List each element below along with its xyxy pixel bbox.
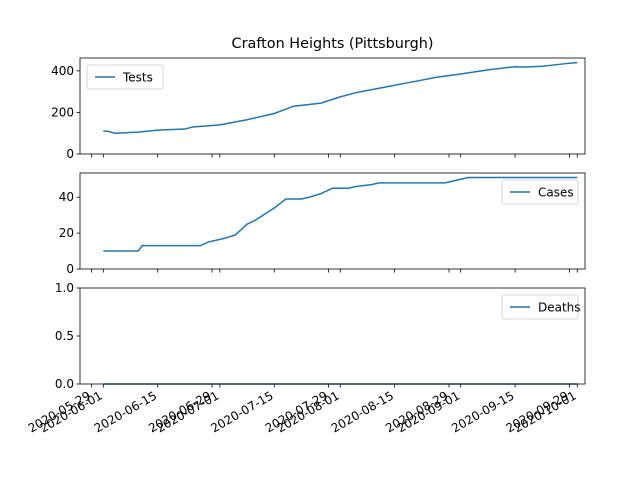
y-tick-label: 0	[66, 262, 74, 276]
legend-box	[501, 179, 579, 205]
series-line	[103, 61, 578, 134]
y-tick-label: 0	[66, 147, 74, 161]
y-tick-label: 1.0	[55, 281, 74, 295]
legend-label: Cases	[538, 186, 574, 200]
axes-frame	[79, 57, 586, 155]
legend-box	[501, 294, 579, 320]
legend-box	[86, 64, 164, 90]
axes-frame	[79, 172, 586, 270]
y-tick-label: 0.0	[55, 377, 74, 391]
legend-label: Tests	[122, 71, 153, 85]
y-tick-label: 40	[59, 190, 74, 204]
axes-frame	[79, 287, 586, 385]
y-tick-label: 200	[51, 105, 74, 119]
legend-label: Deaths	[538, 301, 581, 315]
y-tick-label: 20	[59, 226, 74, 240]
series-line	[103, 176, 578, 252]
y-tick-label: 0.5	[55, 329, 74, 343]
chart-title: Crafton Heights (Pittsburgh)	[232, 36, 434, 52]
y-tick-label: 400	[51, 64, 74, 78]
